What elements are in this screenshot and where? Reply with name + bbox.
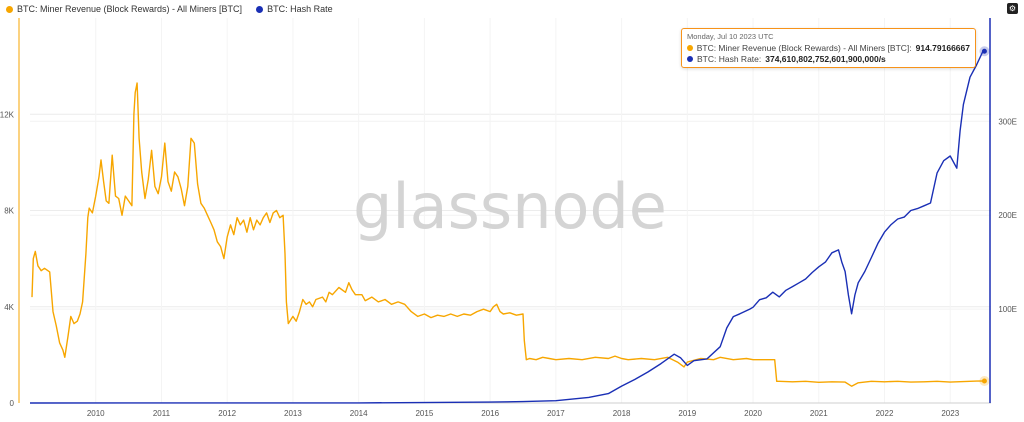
y-left-tick-label: 8K — [4, 207, 14, 216]
chart-series — [29, 50, 985, 404]
x-tick-label: 2016 — [481, 409, 499, 418]
legend-item-miner-revenue[interactable]: BTC: Miner Revenue (Block Rewards) - All… — [6, 4, 242, 14]
x-tick-label: 2015 — [415, 409, 433, 418]
gear-icon[interactable]: ⚙ — [1007, 3, 1018, 14]
x-tick-label: 2013 — [284, 409, 302, 418]
hash-rate-legend-dot — [256, 5, 264, 13]
x-tick-label: 2011 — [153, 409, 171, 418]
y-left-tick-label: 4K — [4, 303, 14, 312]
tooltip-dot-miner-revenue — [687, 45, 693, 51]
x-tick-label: 2020 — [744, 409, 762, 418]
miner-revenue-legend-dot — [6, 5, 13, 13]
x-tick-label: 2021 — [810, 409, 828, 418]
tooltip-label-hash-rate: BTC: Hash Rate: — [697, 54, 762, 64]
miner-revenue-line — [31, 82, 985, 387]
legend-label-miner-revenue: BTC: Miner Revenue (Block Rewards) - All… — [17, 4, 243, 14]
tooltip-row-hash-rate: BTC: Hash Rate: 374,610,802,752,601,900,… — [687, 54, 970, 64]
x-tick-label: 2010 — [87, 409, 105, 418]
y-right-tick-label: 300E — [998, 117, 1017, 126]
x-tick-label: 2022 — [876, 409, 894, 418]
x-tick-label: 2018 — [613, 409, 631, 418]
glassnode-watermark: glassnode — [353, 170, 667, 243]
legend-item-hash-rate[interactable]: BTC: Hash Rate — [256, 4, 333, 14]
tooltip-row-miner-revenue: BTC: Miner Revenue (Block Rewards) - All… — [687, 43, 970, 53]
tooltip-dot-hash-rate — [687, 56, 693, 62]
tooltip-date: Monday, Jul 10 2023 UTC — [687, 32, 774, 41]
tooltip-value-miner-revenue: 914.79166667 — [915, 43, 970, 53]
y-left-tick-label: 12K — [0, 110, 15, 119]
y-left-tick-label: 0 — [10, 399, 15, 408]
hash-rate-line — [29, 50, 985, 404]
y-right-tick-label: 100E — [998, 305, 1017, 314]
legend: BTC: Miner Revenue (Block Rewards) - All… — [6, 2, 333, 16]
legend-label-hash-rate: BTC: Hash Rate — [267, 4, 333, 14]
y-right-tick-label: 200E — [998, 211, 1017, 220]
x-tick-label: 2017 — [547, 409, 565, 418]
hash-rate-marker — [981, 48, 987, 54]
tooltip: Monday, Jul 10 2023 UTC BTC: Miner Reven… — [681, 28, 976, 68]
chart-grid — [30, 18, 991, 404]
x-tick-label: 2023 — [941, 409, 959, 418]
tooltip-label-miner-revenue: BTC: Miner Revenue (Block Rewards) - All… — [696, 43, 912, 53]
chart-markers — [979, 46, 990, 386]
x-tick-label: 2014 — [350, 409, 368, 418]
x-tick-label: 2019 — [678, 409, 696, 418]
x-tick-label: 2012 — [218, 409, 236, 418]
miner-revenue-marker — [981, 378, 987, 384]
tooltip-value-hash-rate: 374,610,802,752,601,900,000/s — [765, 54, 886, 64]
